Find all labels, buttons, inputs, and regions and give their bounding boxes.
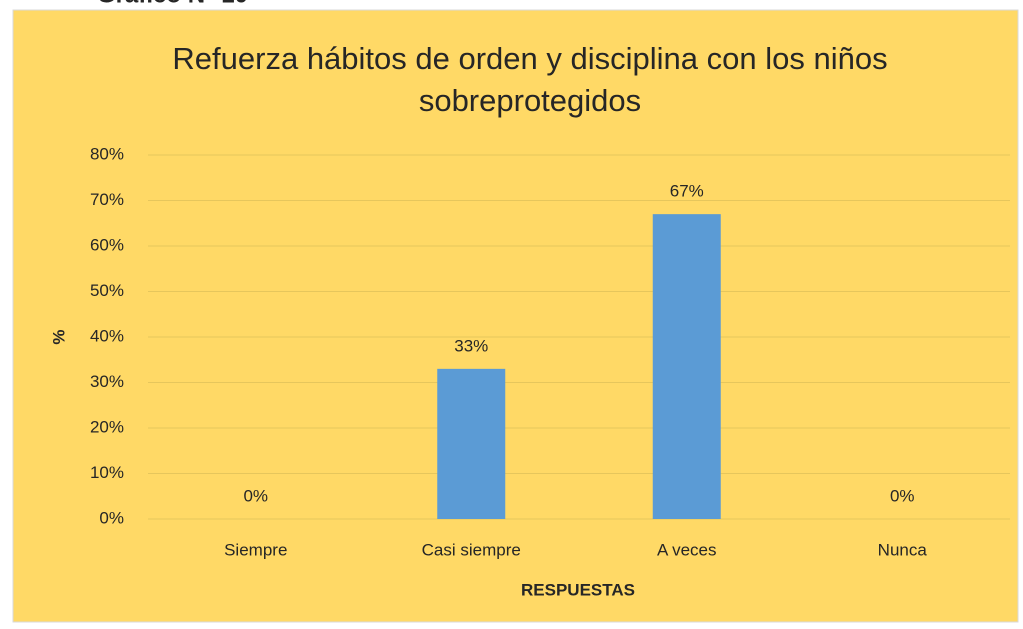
x-tick-label: Casi siempre <box>422 540 521 559</box>
y-tick-label: 80% <box>90 144 124 163</box>
y-axis-label: % <box>49 329 68 344</box>
x-tick-label: Siempre <box>224 540 287 559</box>
data-label: 67% <box>670 182 704 201</box>
bar <box>437 368 506 519</box>
x-tick-label: Nunca <box>878 540 928 559</box>
y-tick-label: 0% <box>99 508 124 527</box>
y-tick-label: 40% <box>90 326 124 345</box>
y-tick-label: 20% <box>90 417 124 436</box>
heading: Gráfico N° 10 <box>97 0 248 8</box>
y-tick-label: 50% <box>90 281 124 300</box>
data-label: 33% <box>454 336 488 355</box>
y-tick-label: 70% <box>90 190 124 209</box>
bar <box>652 214 721 519</box>
y-tick-label: 30% <box>90 372 124 391</box>
x-tick-label: A veces <box>657 540 717 559</box>
data-label: 0% <box>243 486 268 505</box>
data-label: 0% <box>890 486 915 505</box>
chart-title: Refuerza hábitos de orden y disciplina c… <box>172 41 888 118</box>
chart-area <box>12 9 1019 623</box>
y-tick-label: 10% <box>90 463 124 482</box>
y-tick-label: 60% <box>90 235 124 254</box>
x-axis-label: RESPUESTAS <box>521 580 635 599</box>
